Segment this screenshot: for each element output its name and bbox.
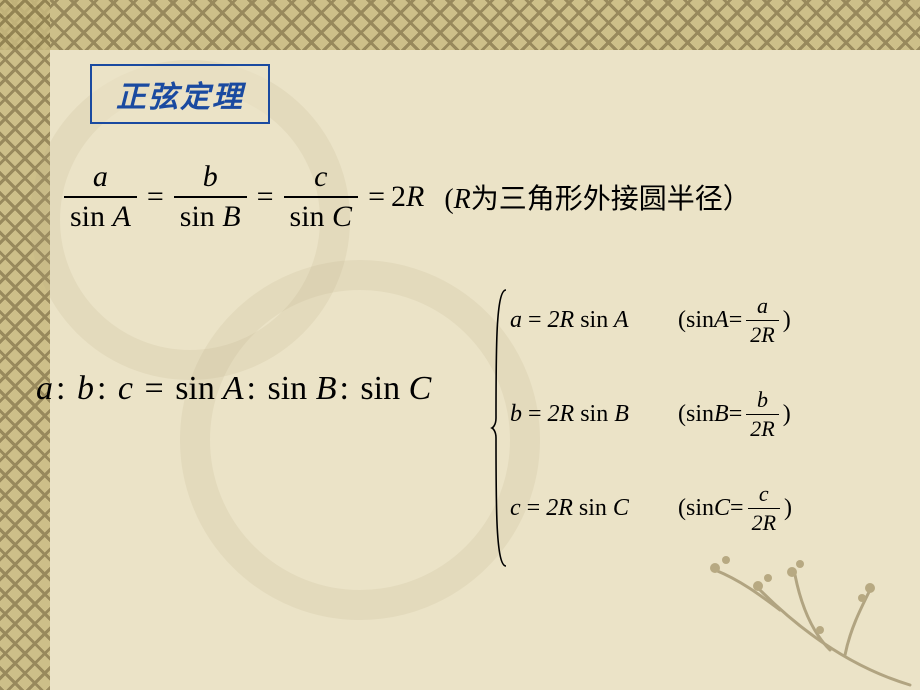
equals-sign: = bbox=[368, 180, 385, 214]
formula-system: a = 2R sin A (sin A = a 2R ) b = 2R sin … bbox=[490, 288, 792, 573]
fraction-numerator: b bbox=[197, 160, 224, 196]
fraction-denominator: sin B bbox=[174, 196, 247, 234]
law-of-sines-formula: a sin A = b sin B = c sin C = 2R (R为三角形外… bbox=[60, 160, 751, 234]
equals-sign: = bbox=[257, 180, 274, 214]
equals-sign: = bbox=[147, 180, 164, 214]
system-row: b = 2R sin B (sin B = b 2R ) bbox=[510, 382, 792, 446]
system-row: a = 2R sin A (sin A = a 2R ) bbox=[510, 288, 792, 352]
slide-title: 正弦定理 bbox=[116, 81, 244, 114]
fraction-denominator: sin A bbox=[64, 196, 137, 234]
fraction-numerator: a bbox=[87, 160, 114, 196]
system-row: c = 2R sin C (sin C = c 2R ) bbox=[510, 476, 792, 540]
formula-note: (R为三角形外接圆半径） bbox=[444, 177, 750, 217]
ratio-formula: a: b: c = sin A: sin B: sin C bbox=[36, 370, 431, 408]
title-box: 正弦定理 bbox=[90, 64, 270, 124]
decorative-left-border bbox=[0, 0, 50, 690]
left-brace-icon bbox=[490, 288, 510, 573]
rhs-value: 2R bbox=[391, 180, 424, 214]
decorative-top-border bbox=[0, 0, 920, 50]
watermark-circle bbox=[180, 260, 540, 620]
fraction-numerator: c bbox=[308, 160, 333, 196]
fraction-denominator: sin C bbox=[284, 196, 359, 234]
